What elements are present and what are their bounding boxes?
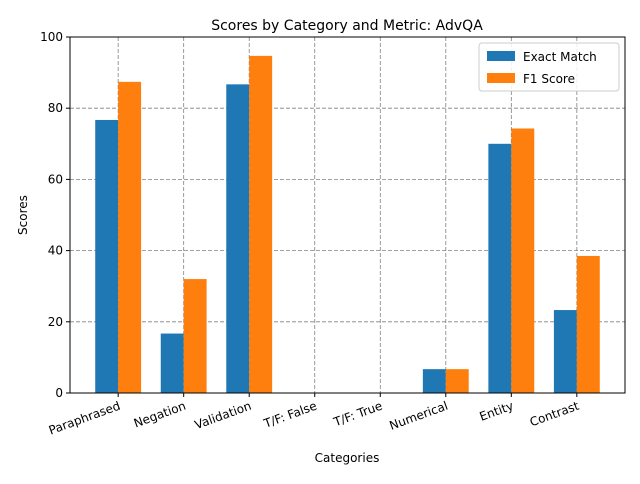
x-tick-label: Numerical bbox=[387, 399, 449, 433]
legend-swatch bbox=[487, 73, 515, 83]
y-axis-label: Scores bbox=[16, 195, 30, 235]
legend: Exact Match F1 Score bbox=[478, 42, 620, 92]
y-tick-label: 80 bbox=[48, 101, 63, 115]
bar-f1-score bbox=[183, 279, 207, 393]
y-tick-label: 100 bbox=[40, 30, 63, 44]
bar-f1-score bbox=[445, 369, 469, 393]
x-axis-label: Categories bbox=[315, 451, 380, 465]
y-tick-label: 0 bbox=[55, 386, 63, 400]
x-tick-label: T/F: False bbox=[261, 399, 319, 431]
x-axis: Paraphrased Negation Validation T/F: False T… bbox=[47, 393, 581, 438]
bar-exact-match bbox=[160, 333, 184, 393]
x-tick-label: T/F: True bbox=[331, 399, 384, 430]
bar-exact-match bbox=[553, 310, 577, 393]
x-tick-label: Negation bbox=[132, 399, 188, 431]
y-tick-label: 60 bbox=[48, 172, 63, 186]
bars bbox=[95, 55, 600, 394]
bar-f1-score bbox=[249, 55, 273, 393]
bar-f1-score bbox=[511, 128, 535, 393]
x-tick-label: Entity bbox=[478, 399, 516, 424]
x-tick-label: Paraphrased bbox=[47, 399, 122, 438]
bar-exact-match bbox=[422, 369, 446, 393]
bar-f1-score bbox=[576, 255, 600, 393]
bar-exact-match bbox=[488, 143, 512, 393]
bar-f1-score bbox=[118, 81, 142, 393]
legend-label: Exact Match bbox=[523, 50, 597, 64]
bar-exact-match bbox=[95, 119, 119, 393]
x-tick-label: Contrast bbox=[528, 399, 581, 430]
legend-swatch bbox=[487, 51, 515, 61]
y-tick-label: 40 bbox=[48, 244, 63, 258]
y-axis: 0 20 40 60 80 100 bbox=[40, 30, 70, 400]
chart-title: Scores by Category and Metric: AdvQA bbox=[211, 18, 483, 34]
x-tick-label: Validation bbox=[193, 399, 253, 432]
legend-label: F1 Score bbox=[523, 72, 575, 86]
y-tick-label: 20 bbox=[48, 315, 63, 329]
bar-exact-match bbox=[226, 84, 250, 394]
plot-frame bbox=[69, 36, 626, 394]
